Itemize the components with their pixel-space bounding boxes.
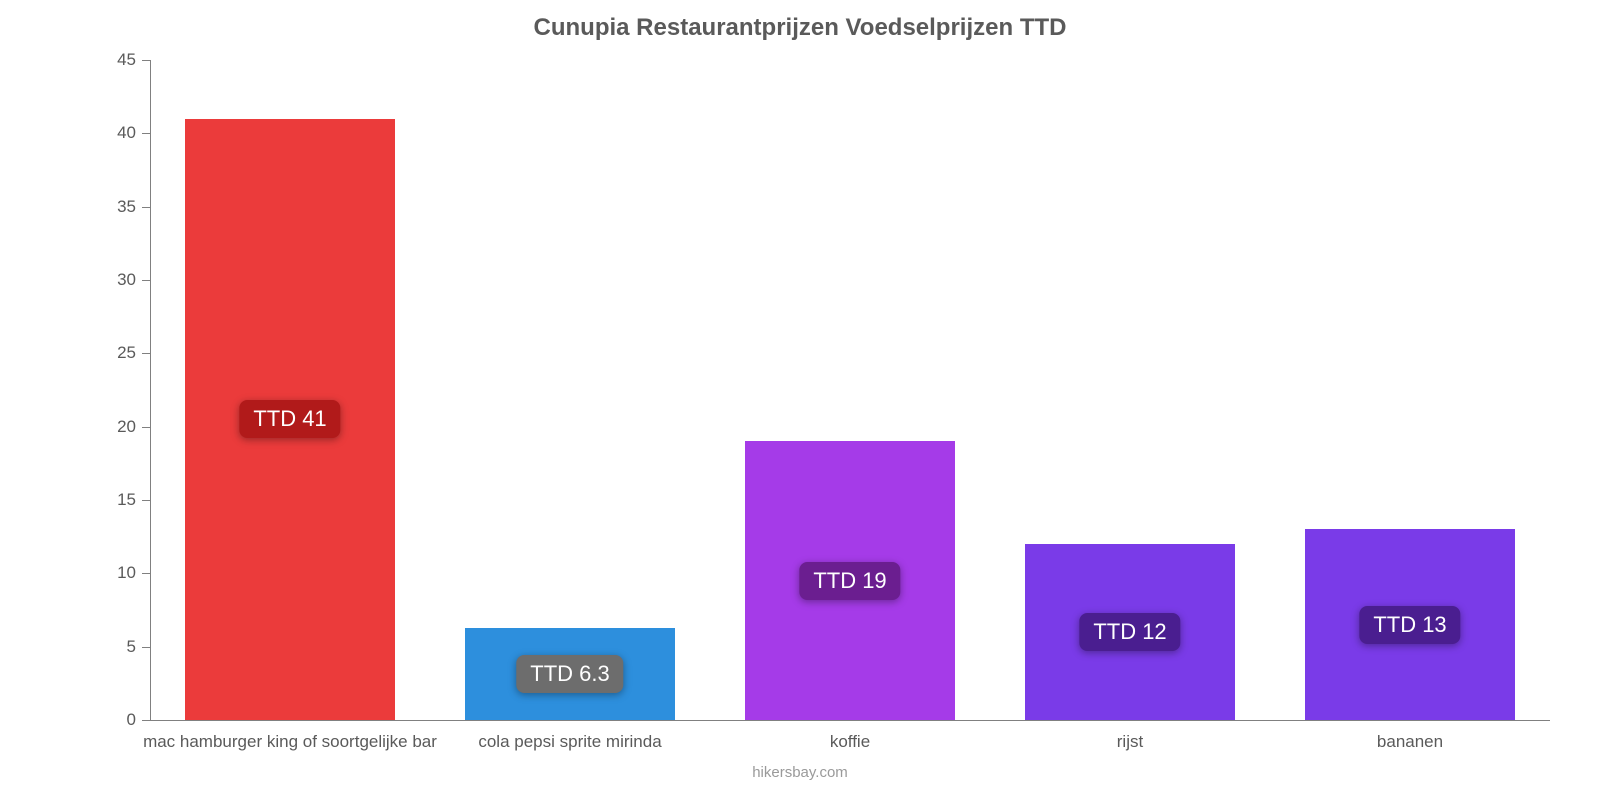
value-badge: TTD 41: [239, 400, 340, 438]
value-badge: TTD 19: [799, 562, 900, 600]
bar: TTD 13: [1305, 529, 1515, 720]
y-tick: [142, 60, 150, 61]
value-badge: TTD 12: [1079, 613, 1180, 651]
x-tick-label: rijst: [1117, 732, 1143, 752]
y-tick-label: 45: [86, 50, 136, 70]
y-tick: [142, 280, 150, 281]
plot-area: 051015202530354045TTD 41mac hamburger ki…: [150, 60, 1550, 720]
y-tick: [142, 427, 150, 428]
x-tick-label: koffie: [830, 732, 870, 752]
bar: TTD 12: [1025, 544, 1235, 720]
y-tick-label: 40: [86, 123, 136, 143]
chart-title: Cunupia Restaurantprijzen Voedselprijzen…: [0, 14, 1600, 42]
y-tick-label: 0: [86, 710, 136, 730]
y-tick-label: 10: [86, 563, 136, 583]
y-tick: [142, 133, 150, 134]
y-tick: [142, 353, 150, 354]
bar: TTD 6.3: [465, 628, 675, 720]
y-tick: [142, 500, 150, 501]
y-tick: [142, 573, 150, 574]
y-tick: [142, 647, 150, 648]
bar: TTD 19: [745, 441, 955, 720]
bar: TTD 41: [185, 119, 395, 720]
x-tick-label: cola pepsi sprite mirinda: [478, 732, 661, 752]
attribution-text: hikersbay.com: [0, 764, 1600, 781]
y-tick: [142, 720, 150, 721]
y-tick-label: 5: [86, 637, 136, 657]
y-tick-label: 15: [86, 490, 136, 510]
x-tick-label: bananen: [1377, 732, 1443, 752]
y-axis: [150, 60, 151, 720]
value-badge: TTD 6.3: [516, 655, 623, 693]
y-tick-label: 20: [86, 417, 136, 437]
y-tick-label: 30: [86, 270, 136, 290]
price-bar-chart: Cunupia Restaurantprijzen Voedselprijzen…: [0, 0, 1600, 800]
x-axis: [150, 720, 1550, 721]
y-tick-label: 35: [86, 197, 136, 217]
x-tick-label: mac hamburger king of soortgelijke bar: [143, 732, 437, 752]
y-tick: [142, 207, 150, 208]
value-badge: TTD 13: [1359, 606, 1460, 644]
y-tick-label: 25: [86, 343, 136, 363]
